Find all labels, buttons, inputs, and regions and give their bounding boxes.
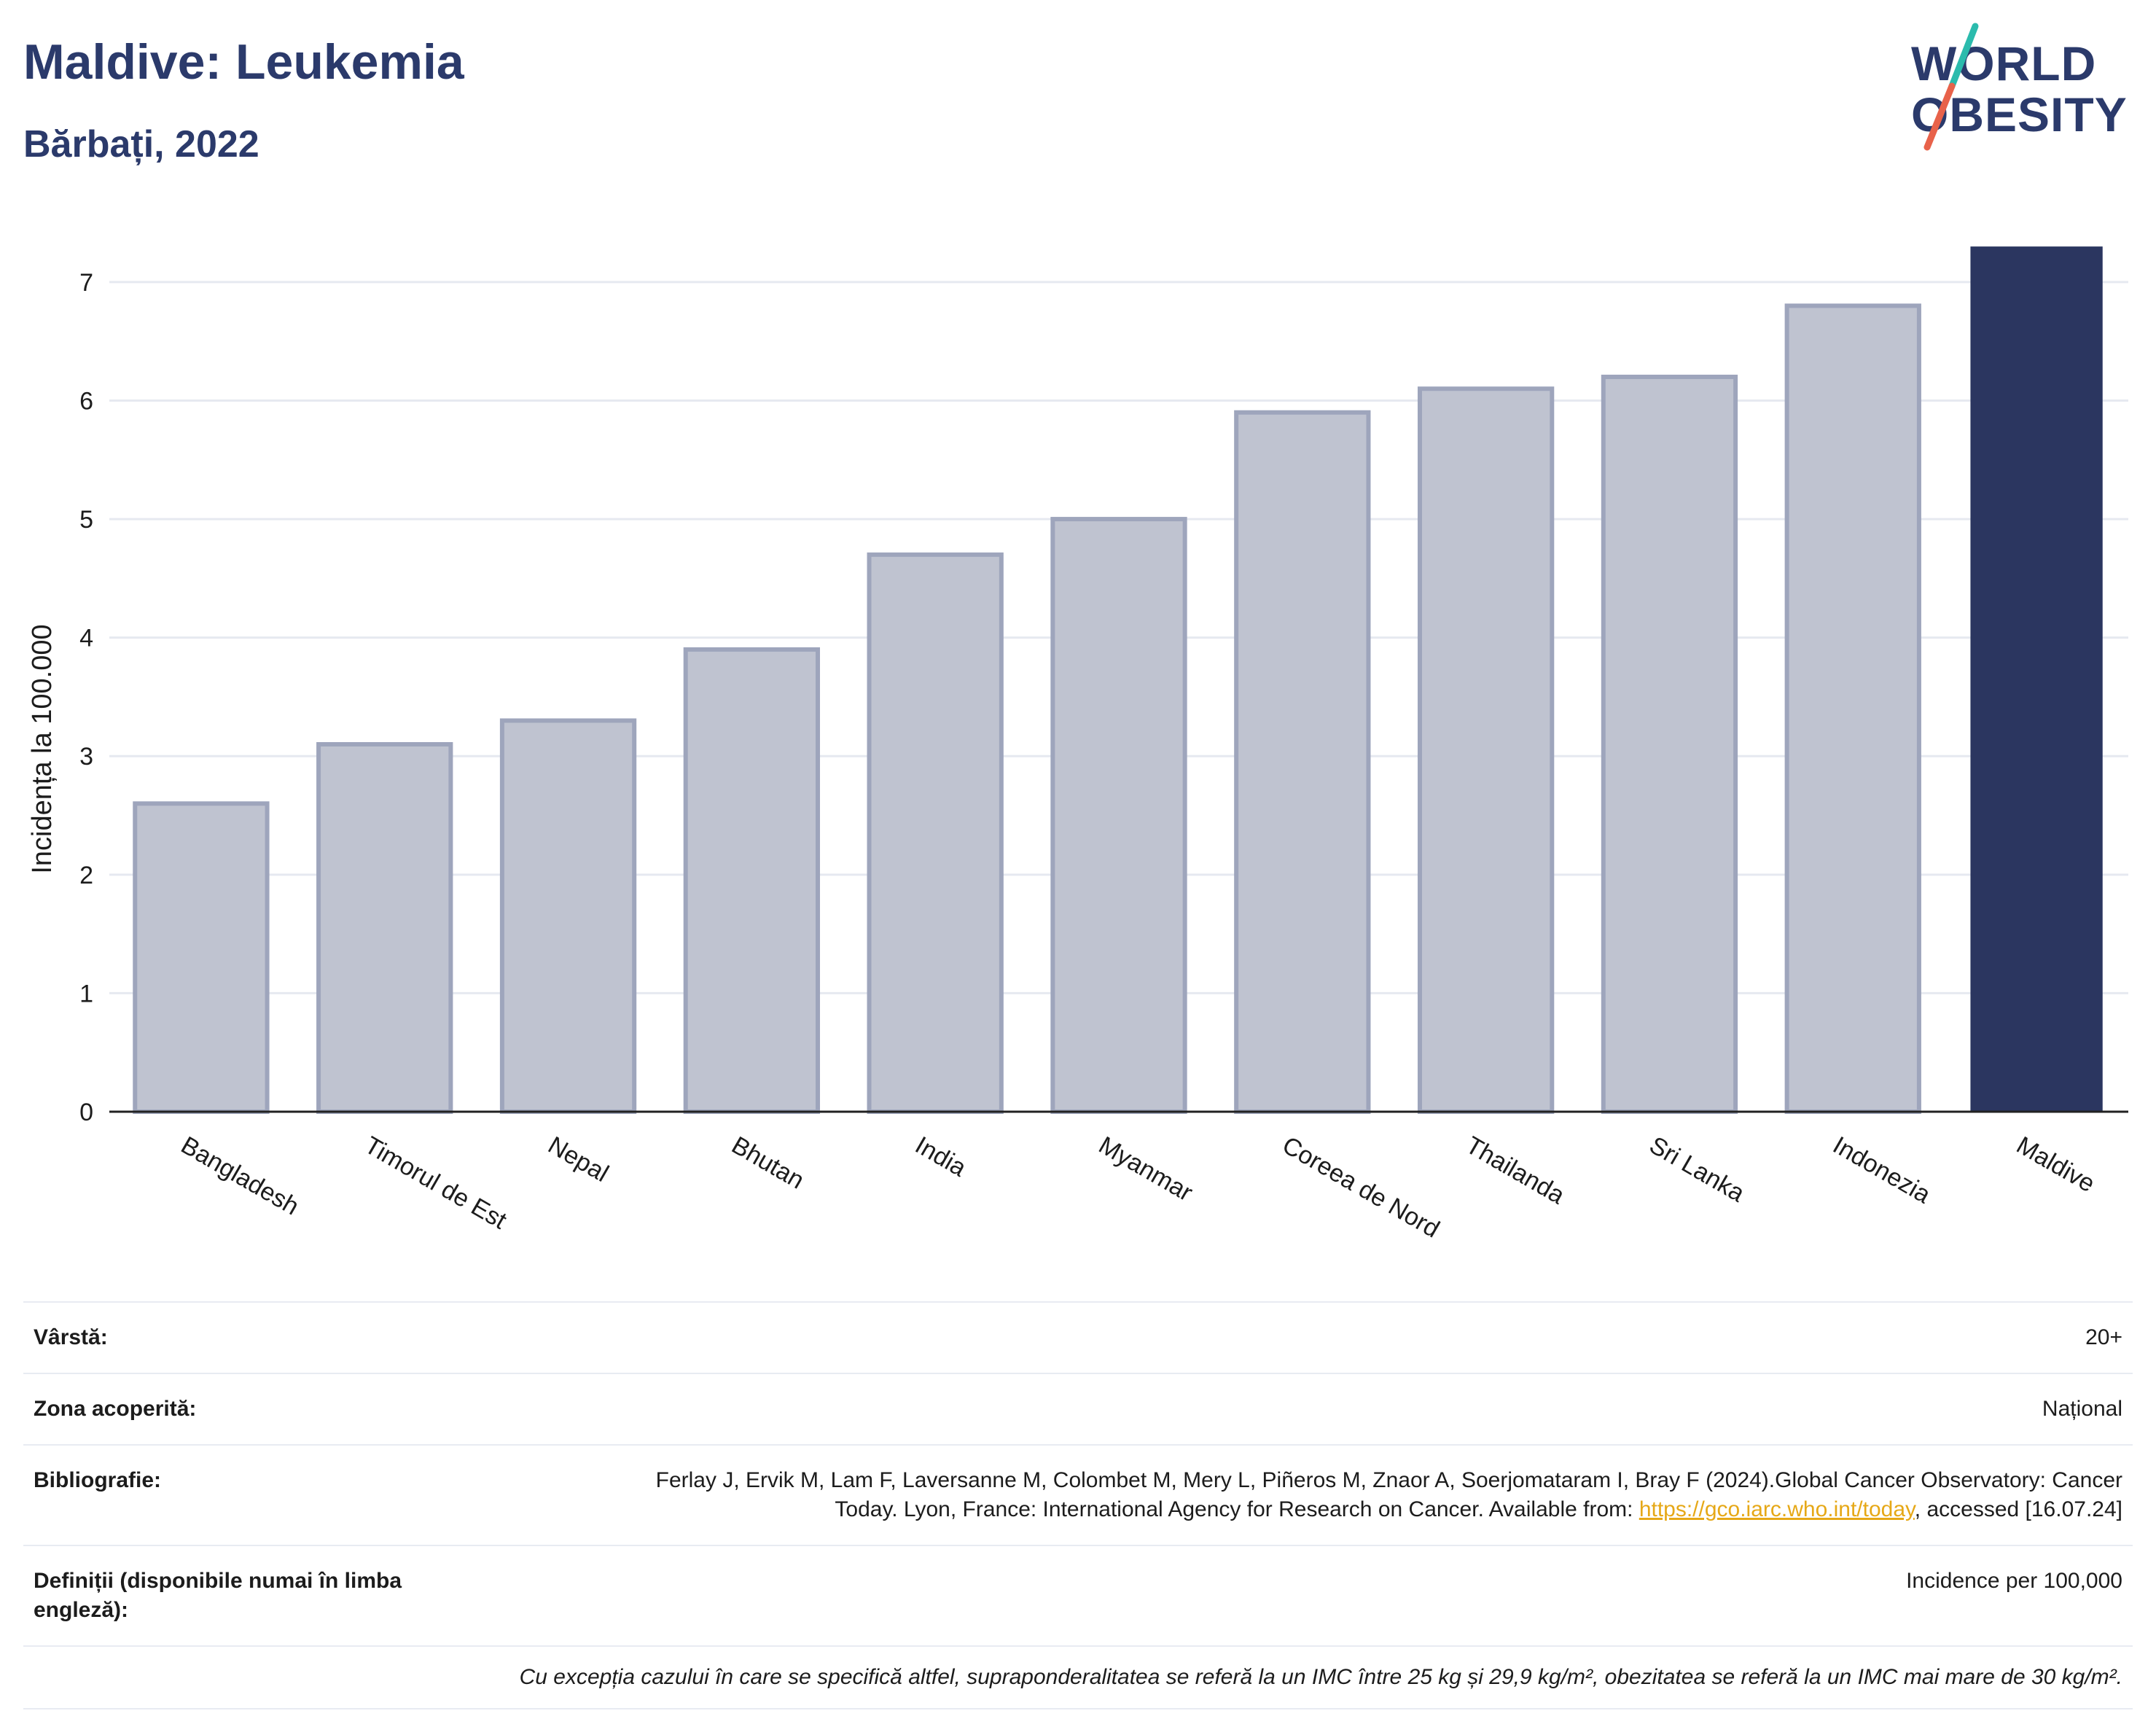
bar-maldive[interactable]	[1970, 246, 2103, 1112]
coverage-label: Zona acoperită:	[34, 1397, 197, 1421]
x-tick-label: Sri Lanka	[1644, 1131, 1749, 1208]
page-subtitle: Bărbați, 2022	[23, 123, 259, 165]
age-label: Vârstă:	[34, 1325, 108, 1349]
coverage-value: Național	[2042, 1397, 2122, 1421]
y-axis-label: Incidența la 100.000	[27, 624, 58, 873]
age-value: 20+	[2085, 1325, 2122, 1349]
bibliography-label: Bibliografie:	[34, 1468, 162, 1492]
x-tick-label: Bhutan	[727, 1131, 808, 1195]
x-tick-label: Coreea de Nord	[1278, 1131, 1445, 1244]
bar-india[interactable]	[867, 552, 1004, 1114]
info-row-coverage: Zona acoperită: Național	[23, 1373, 2133, 1444]
info-row-bibliography: Bibliografie: Ferlay J, Ervik M, Lam F, …	[23, 1444, 2133, 1545]
bar-thailanda[interactable]	[1417, 386, 1555, 1115]
source-link[interactable]: https://gco.iarc.who.int/today	[1639, 1497, 1915, 1521]
logo-slash-icon	[1923, 23, 1979, 151]
x-tick-label: Myanmar	[1094, 1131, 1198, 1207]
bars	[133, 246, 2103, 1115]
bar-coreea-de-nord[interactable]	[1234, 410, 1371, 1114]
bar-nepal[interactable]	[499, 718, 637, 1114]
logo-line-1: WORLD	[1911, 36, 2097, 90]
bar-bangladesh[interactable]	[133, 801, 270, 1115]
x-tick-label: Maldive	[2012, 1131, 2099, 1198]
y-tick-label: 6	[79, 387, 93, 415]
bibliography-text: Ferlay J, Ervik M, Lam F, Laversanne M, …	[655, 1468, 2122, 1521]
y-tick-label: 7	[79, 269, 93, 297]
bar-indonezia[interactable]	[1784, 303, 1921, 1115]
info-row-age: Vârstă: 20+	[23, 1301, 2133, 1373]
y-tick-label: 5	[79, 506, 93, 534]
y-tick-label: 1	[79, 980, 93, 1007]
bar-timorul-de-est[interactable]	[316, 741, 453, 1114]
bmi-footnote: Cu excepția cazului în care se specifică…	[23, 1645, 2133, 1709]
bibliography-accessed: , accessed [16.07.24]	[1914, 1497, 2122, 1521]
x-tick-labels: Bangladesh Timorul de Est Nepal Bhutan India…	[176, 1131, 2100, 1244]
world-obesity-logo[interactable]: WORLD OBESITY	[1895, 22, 2143, 153]
bar-chart: 0 1 2 3 4 5 6 7 Bangladesh Timorul de Est Nepal Bh…	[27, 246, 2128, 1244]
bar-myanmar[interactable]	[1050, 517, 1187, 1114]
y-tick-label: 3	[79, 743, 93, 771]
y-tick-labels: 0 1 2 3 4 5 6 7	[79, 269, 93, 1126]
definitions-label: Definiții (disponibile numai în limba en…	[34, 1569, 402, 1622]
bibliography-value: Ferlay J, Ervik M, Lam F, Laversanne M, …	[592, 1466, 2122, 1524]
info-table: Vârstă: 20+ Zona acoperită: Național Bib…	[23, 1301, 2133, 1709]
info-row-definitions: Definiții (disponibile numai în limba en…	[23, 1545, 2133, 1645]
page-title: Maldive: Leukemia	[23, 34, 464, 90]
x-tick-label: Thailanda	[1461, 1131, 1569, 1210]
y-tick-label: 4	[79, 625, 93, 652]
bar-bhutan[interactable]	[683, 647, 821, 1114]
definitions-value: Incidence per 100,000	[1906, 1569, 2122, 1593]
y-tick-label: 2	[79, 862, 93, 889]
x-tick-label: Indonezia	[1828, 1131, 1935, 1209]
y-tick-label: 0	[79, 1099, 93, 1126]
x-tick-label: India	[910, 1131, 971, 1182]
bar-sri-lanka[interactable]	[1601, 374, 1738, 1115]
x-tick-label: Timorul de Est	[360, 1131, 512, 1235]
x-tick-label: Nepal	[544, 1131, 614, 1188]
x-tick-label: Bangladesh	[176, 1131, 304, 1221]
